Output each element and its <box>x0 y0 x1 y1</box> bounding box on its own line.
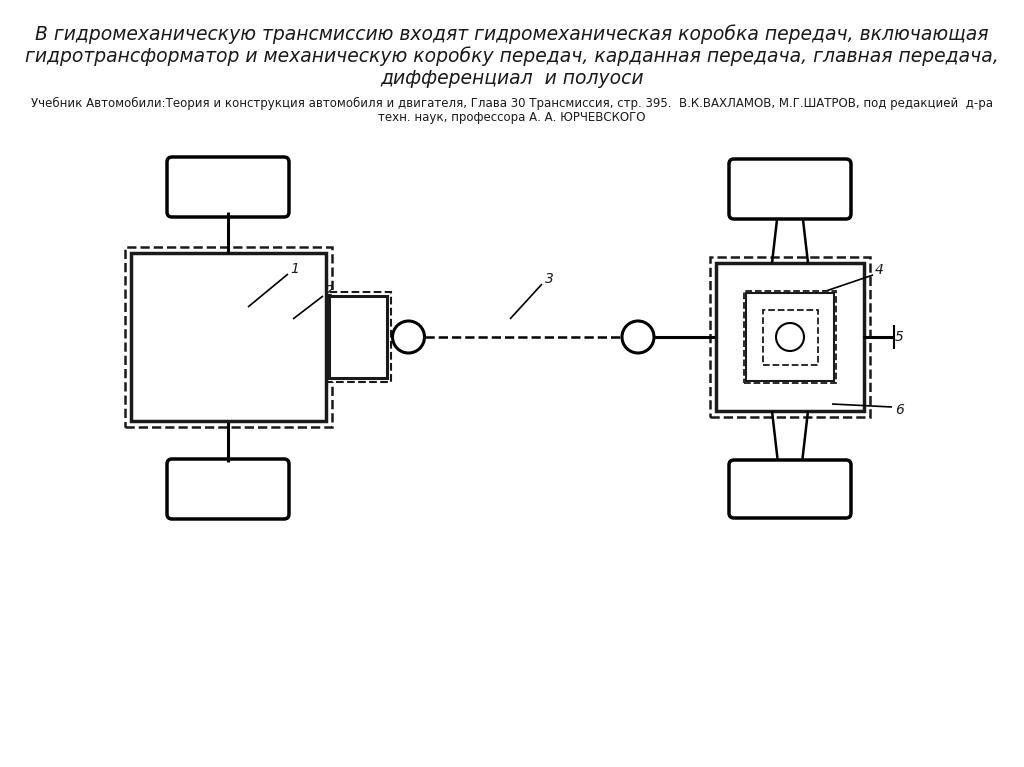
Circle shape <box>392 321 425 353</box>
Bar <box>329 296 386 378</box>
Text: дифференциал  и полуоси: дифференциал и полуоси <box>380 68 644 87</box>
Bar <box>710 257 870 417</box>
Bar <box>716 263 864 411</box>
Text: Учебник Автомобили:Теория и конструкция автомобиля и двигателя, Глава 30 Трансми: Учебник Автомобили:Теория и конструкция … <box>31 97 993 110</box>
Text: 5: 5 <box>895 330 904 344</box>
Text: 1: 1 <box>290 262 299 276</box>
Bar <box>125 247 332 427</box>
Text: гидротрансформатор и механическую коробку передач, карданная передача, главная п: гидротрансформатор и механическую коробк… <box>26 46 998 66</box>
Bar <box>130 253 326 421</box>
Text: 2: 2 <box>325 284 334 298</box>
FancyBboxPatch shape <box>729 460 851 518</box>
Text: техн. наук, профессора А. А. ЮРЧЕВСКОГО: техн. наук, профессора А. А. ЮРЧЕВСКОГО <box>378 111 646 124</box>
Text: 3: 3 <box>545 272 554 286</box>
Circle shape <box>622 321 654 353</box>
Bar <box>746 293 834 381</box>
FancyBboxPatch shape <box>167 157 289 217</box>
Circle shape <box>776 323 804 351</box>
Text: В гидромеханическую трансмиссию входят гидромеханическая коробка передач, включа: В гидромеханическую трансмиссию входят г… <box>35 24 989 44</box>
FancyBboxPatch shape <box>729 159 851 219</box>
Bar <box>325 292 390 382</box>
Text: 4: 4 <box>874 263 884 277</box>
Bar <box>744 291 836 383</box>
FancyBboxPatch shape <box>167 459 289 519</box>
Text: 6: 6 <box>895 403 904 417</box>
Bar <box>763 310 817 364</box>
